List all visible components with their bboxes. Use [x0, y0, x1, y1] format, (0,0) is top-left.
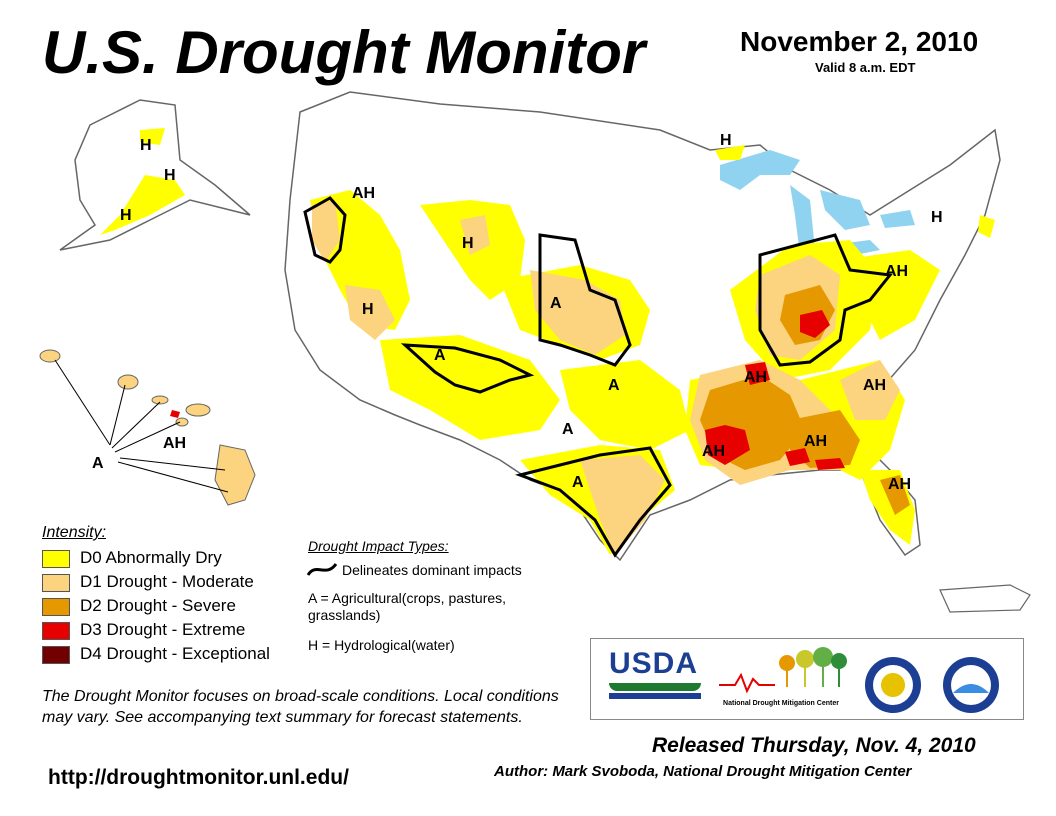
- legend-title: Intensity:: [42, 524, 107, 541]
- label-conus-7: A: [562, 421, 574, 438]
- impact-types-title: Drought Impact Types:: [308, 538, 449, 554]
- legend-item-d3: D3 Drought - Extreme: [42, 620, 245, 640]
- ndmc-logo: National Drought Mitigation Center: [715, 645, 847, 711]
- hawaii-islands: [39, 349, 256, 506]
- legend-item-d4: D4 Drought - Exceptional: [42, 644, 270, 664]
- disclaimer: The Drought Monitor focuses on broad-sca…: [42, 688, 559, 726]
- label-conus-13: AH: [804, 433, 827, 450]
- ndmc-trees-icon: [719, 647, 847, 694]
- legend-item-d0: D0 Abnormally Dry: [42, 548, 222, 568]
- label-alaska-3: H: [120, 207, 132, 224]
- page-title: U.S. Drought Monitor: [42, 19, 646, 86]
- author: Author: Mark Svoboda, National Drought M…: [494, 763, 912, 780]
- label-conus-9: H: [720, 132, 732, 149]
- legend-swatch: [42, 597, 70, 616]
- label-conus-11: AH: [744, 369, 767, 386]
- label-conus-6: A: [608, 377, 620, 394]
- alaska-outline: [59, 99, 251, 251]
- noaa-logo-icon: [943, 657, 999, 713]
- legend-swatch: [42, 549, 70, 568]
- label-conus-4: A: [550, 295, 562, 312]
- label-conus-8: A: [572, 474, 584, 491]
- label-hawaii-a: A: [92, 455, 104, 472]
- partner-logos: USDA National Drought Mitigation Center: [590, 638, 1024, 720]
- puerto-rico: [939, 584, 1031, 613]
- great-lakes: [720, 150, 915, 258]
- label-conus-1: AH: [352, 185, 375, 202]
- label-conus-12: AH: [863, 377, 886, 394]
- label-conus-10: AH: [885, 263, 908, 280]
- label-alaska-2: H: [164, 167, 176, 184]
- impact-hydrological: H = Hydrological(water): [308, 637, 455, 653]
- map-date: November 2, 2010: [740, 26, 979, 57]
- label-conus-2: H: [362, 301, 374, 318]
- legend-item-d1: D1 Drought - Moderate: [42, 572, 254, 592]
- website-link[interactable]: http://droughtmonitor.unl.edu/: [48, 766, 349, 789]
- label-conus-14: AH: [702, 443, 725, 460]
- label-conus-16: H: [931, 209, 943, 226]
- legend-swatch: [42, 621, 70, 640]
- release-date: Released Thursday, Nov. 4, 2010: [652, 734, 976, 757]
- legend-item-d2: D2 Drought - Severe: [42, 596, 236, 616]
- valid-time: Valid 8 a.m. EDT: [815, 60, 916, 75]
- label-conus-15: AH: [888, 476, 911, 493]
- usda-logo: USDA: [609, 647, 701, 705]
- impact-line-icon: [306, 563, 338, 576]
- legend-swatch: [42, 645, 70, 664]
- label-alaska-1: H: [140, 137, 152, 154]
- commerce-seal-icon: [865, 657, 921, 713]
- hawaii-pointers: [54, 359, 229, 493]
- label-conus-5: A: [434, 347, 446, 364]
- legend-swatch: [42, 573, 70, 592]
- impact-outlines: [303, 196, 893, 558]
- label-hawaii-ah: AH: [163, 435, 186, 452]
- impact-line-label: Delineates dominant impacts: [342, 562, 522, 578]
- label-conus-3: H: [462, 235, 474, 252]
- impact-agricultural: A = Agricultural(crops, pastures, grassl…: [308, 590, 507, 623]
